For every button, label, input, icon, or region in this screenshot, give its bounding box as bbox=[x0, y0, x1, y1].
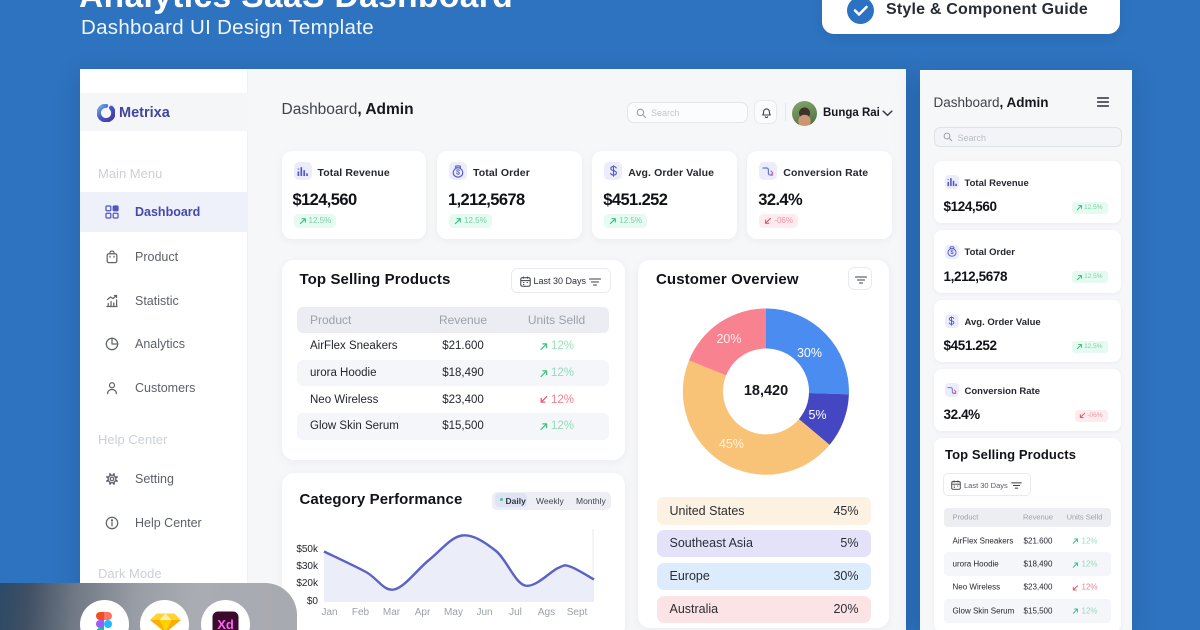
svg-text:20%: 20% bbox=[716, 332, 741, 346]
svg-text:18,420: 18,420 bbox=[744, 383, 788, 399]
svg-text:Xd: Xd bbox=[217, 617, 234, 630]
svg-text:45%: 45% bbox=[719, 437, 744, 451]
svg-text:5%: 5% bbox=[808, 408, 826, 422]
svg-text:30%: 30% bbox=[797, 346, 822, 360]
